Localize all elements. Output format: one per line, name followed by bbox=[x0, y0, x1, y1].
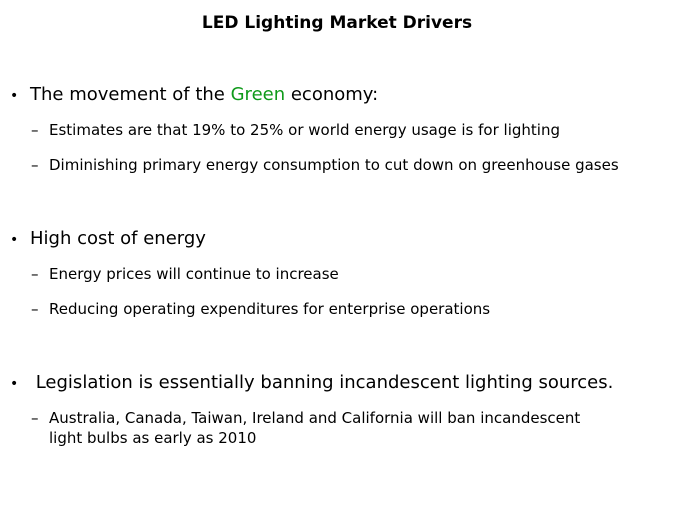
sub-bullet-text: Australia, Canada, Taiwan, Ireland and C… bbox=[49, 409, 581, 427]
sub-bullet: – Australia, Canada, Taiwan, Ireland and … bbox=[31, 408, 580, 448]
dash-icon: – bbox=[31, 265, 39, 283]
sub-bullet: – Energy prices will continue to increase bbox=[31, 264, 339, 284]
bullet-text: High cost of energy bbox=[30, 228, 206, 249]
sub-bullet-text: Energy prices will continue to increase bbox=[49, 265, 339, 283]
bullet-icon: • bbox=[10, 88, 19, 104]
dash-icon: – bbox=[31, 300, 39, 318]
dash-icon: – bbox=[31, 121, 39, 139]
bullet-icon: • bbox=[10, 232, 19, 248]
bullet-text: The movement of the bbox=[30, 84, 231, 105]
green-highlight: Green bbox=[230, 84, 286, 105]
sub-bullet-text: light bulbs as early as 2010 bbox=[49, 429, 257, 447]
dash-icon: – bbox=[31, 156, 39, 174]
sub-bullet: – Reducing operating expenditures for ent… bbox=[31, 299, 490, 319]
sub-bullet: – Estimates are that 19% to 25% or world … bbox=[31, 120, 560, 140]
bullet-energy-cost: • High cost of energy bbox=[10, 228, 206, 249]
bullet-text: economy: bbox=[285, 84, 379, 105]
sub-bullet: – Diminishing primary energy consumption … bbox=[31, 155, 619, 175]
bullet-text: Legislation is essentially banning incan… bbox=[30, 372, 614, 393]
sub-bullet-text: Diminishing primary energy consumption t… bbox=[49, 156, 619, 174]
sub-bullet-text: Reducing operating expenditures for ente… bbox=[49, 300, 491, 318]
sub-bullet-text: Estimates are that 19% to 25% or world e… bbox=[49, 121, 560, 139]
bullet-legislation: • Legislation is essentially banning inc… bbox=[10, 372, 613, 393]
slide-title: LED Lighting Market Drivers bbox=[201, 13, 473, 33]
bullet-icon: • bbox=[10, 376, 19, 392]
dash-icon: – bbox=[31, 409, 39, 427]
bullet-green-economy: • The movement of the Green economy: bbox=[10, 84, 378, 105]
